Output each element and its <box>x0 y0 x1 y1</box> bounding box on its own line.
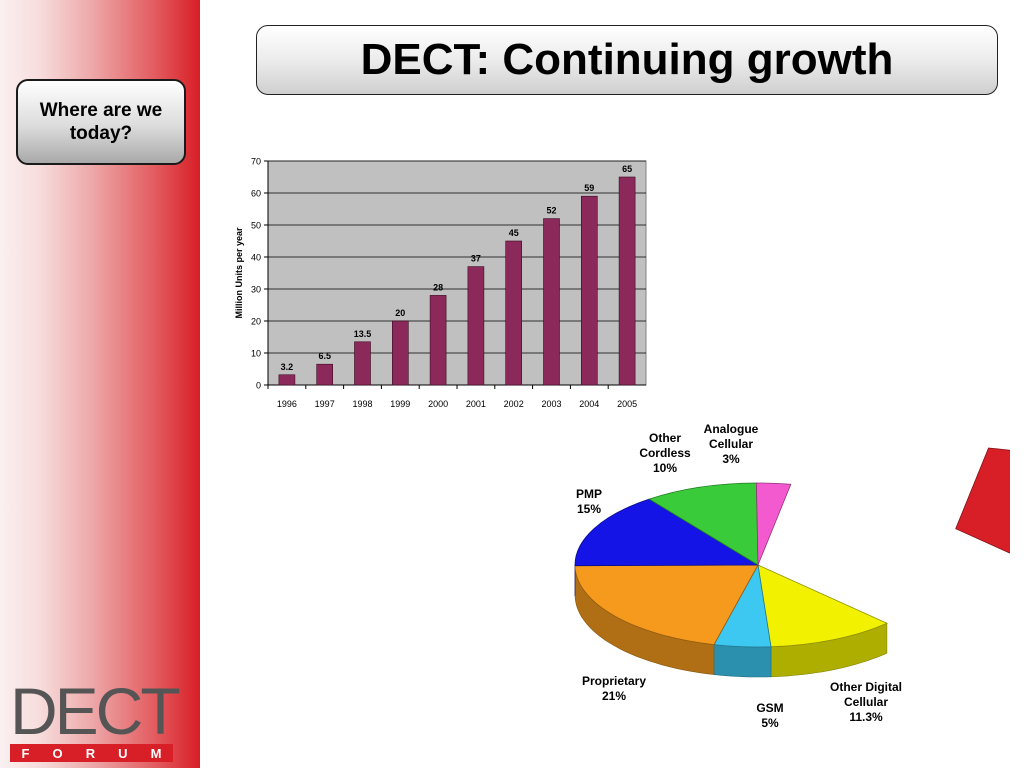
bar-chart: 0 10 20 30 40 50 60 70 3.2 1996 6.5 1997 13.5 1998 20 1… <box>234 157 647 409</box>
y-tick-label: 30 <box>251 285 261 295</box>
x-tick-label: 2003 <box>541 399 561 409</box>
data-label: 20 <box>395 308 405 318</box>
x-tick-label: 1998 <box>352 399 372 409</box>
bar <box>278 374 296 386</box>
data-label: 13.5 <box>354 329 372 339</box>
logo-letter: U <box>118 745 128 761</box>
x-tick-label: 2002 <box>504 399 524 409</box>
x-tick-label: 1997 <box>315 399 335 409</box>
x-tick-label: 1999 <box>390 399 410 409</box>
data-label: 65 <box>622 164 632 174</box>
data-label: 45 <box>509 228 519 238</box>
pie-label: Analogue Cellular 3% <box>704 422 759 466</box>
x-tick-label: 2001 <box>466 399 486 409</box>
pie-label: PMP 15% <box>576 487 602 516</box>
y-tick-label: 0 <box>256 381 261 391</box>
x-tick-label: 2000 <box>428 399 448 409</box>
bar <box>505 240 523 386</box>
logo-letter: O <box>52 745 63 761</box>
logo-letter: F <box>21 745 30 761</box>
pie-label: Other Cordless 10% <box>639 431 691 475</box>
x-tick-label: 2005 <box>617 399 637 409</box>
data-label: 28 <box>433 282 443 292</box>
pie-chart: DECT 34.7 % Other Digital Cellular 11.3% GSM 5… <box>574 422 1010 730</box>
x-tick-label: 1996 <box>277 399 297 409</box>
logo-letter: R <box>85 745 96 761</box>
bar <box>392 320 409 386</box>
pie-slice <box>574 564 759 646</box>
pie-slice <box>955 447 1010 554</box>
dect-logo-word: DECT <box>10 674 181 748</box>
data-label: 59 <box>584 183 594 193</box>
y-tick-label: 60 <box>251 189 261 199</box>
bar <box>467 266 485 386</box>
pie-slice <box>755 482 792 566</box>
pie-slice <box>757 564 888 648</box>
bar <box>580 195 598 386</box>
y-tick-label: 40 <box>251 253 261 263</box>
x-tick-label: 2004 <box>579 399 599 409</box>
data-label: 52 <box>546 206 556 216</box>
bar <box>618 176 636 386</box>
y-tick-label: 20 <box>251 317 261 327</box>
title-box: DECT: Continuing growth <box>256 25 998 95</box>
pie-label: Other Digital Cellular 11.3% <box>830 680 902 724</box>
y-tick-label: 10 <box>251 349 261 359</box>
y-axis-title: Million Units per year <box>234 227 244 319</box>
pie-label: GSM 5% <box>756 701 783 730</box>
y-tick-label: 50 <box>251 221 261 231</box>
nav-box-label: Where are we today? <box>39 100 163 144</box>
bar <box>354 341 371 386</box>
y-tick-label: 70 <box>251 157 261 167</box>
pie-slice <box>574 498 760 567</box>
data-label: 37 <box>471 254 481 264</box>
forum-logo-bar: F O R U M <box>10 744 173 762</box>
data-label: 6.5 <box>318 351 331 361</box>
where-are-we-today-button[interactable]: Where are we today? <box>16 79 186 165</box>
bar <box>429 295 447 386</box>
pie-label: DECT 34.7 % <box>867 481 926 526</box>
bar <box>543 218 560 386</box>
page-title: DECT: Continuing growth <box>360 35 894 84</box>
bar <box>316 363 333 386</box>
logo-letter: M <box>150 745 162 761</box>
pie-slice-side <box>713 644 772 678</box>
pie-label: Proprietary 21% <box>582 674 646 703</box>
pie-slice <box>648 482 759 566</box>
data-label: 3.2 <box>281 362 294 372</box>
